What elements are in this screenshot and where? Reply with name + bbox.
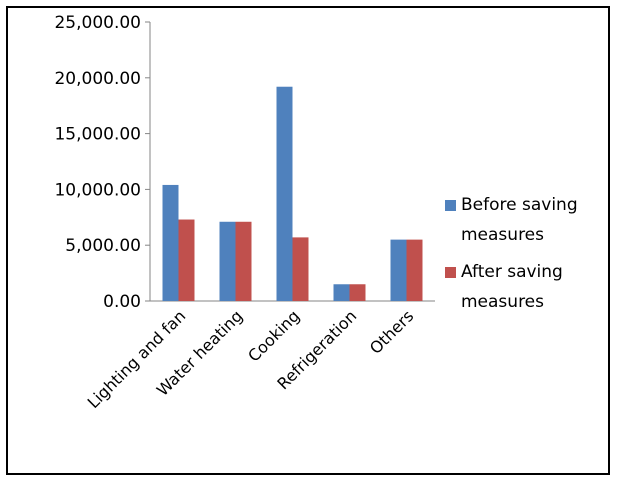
bar-before-1	[219, 221, 236, 301]
bar-after-3	[349, 284, 366, 301]
x-category-label: Cooking	[244, 306, 303, 365]
y-tick-label: 20,000.00	[54, 69, 141, 89]
bar-before-0	[162, 184, 179, 301]
legend-swatch-before	[445, 200, 456, 211]
bar-before-4	[390, 239, 407, 301]
bar-before-2	[276, 86, 293, 301]
bar-before-3	[333, 284, 350, 301]
y-tick-label: 15,000.00	[54, 125, 141, 145]
legend-label-after-line1: After saving	[461, 262, 563, 282]
y-tick-label: 0.00	[103, 292, 141, 312]
legend-label-after-line2: measures	[461, 292, 544, 312]
bars	[162, 86, 423, 301]
bar-after-0	[178, 219, 195, 301]
legend-label-before-line2: measures	[461, 225, 544, 245]
y-axis-ticks: 0.00 5,000.00 10,000.00 15,000.00 20,000.00 2…	[54, 13, 150, 312]
y-tick-label: 25,000.00	[54, 13, 141, 33]
legend: Before saving measures After saving meas…	[445, 195, 578, 312]
y-tick-label: 5,000.00	[65, 236, 141, 256]
legend-swatch-after	[445, 267, 456, 278]
x-category-label: Others	[366, 306, 417, 357]
x-category-label: Lighting and fan	[84, 306, 190, 412]
bar-after-4	[406, 239, 423, 301]
legend-label-before-line1: Before saving	[461, 195, 578, 215]
bar-after-1	[235, 221, 252, 301]
y-tick-label: 10,000.00	[54, 180, 141, 200]
bar-after-2	[292, 237, 309, 301]
